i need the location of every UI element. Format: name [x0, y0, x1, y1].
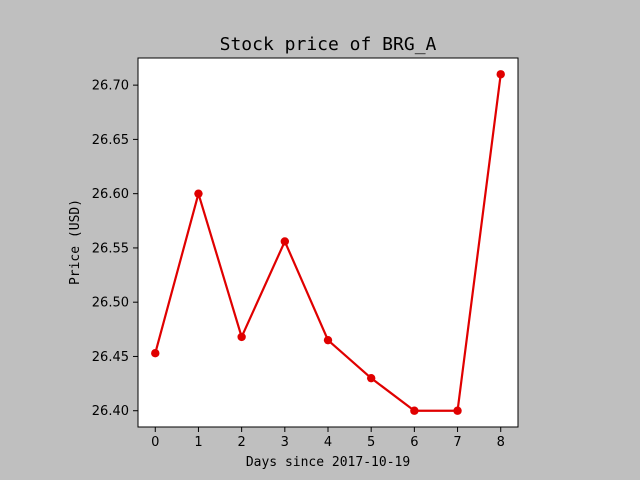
series-layer [151, 70, 505, 415]
x-tick-label: 4 [324, 435, 332, 450]
x-tick-label: 7 [453, 435, 461, 450]
data-point [410, 406, 419, 415]
data-point [151, 349, 160, 358]
x-tick-label: 1 [194, 435, 202, 450]
x-axis-label: Days since 2017-10-19 [246, 455, 410, 470]
x-tick-label: 0 [151, 435, 159, 450]
x-tick-label: 2 [237, 435, 245, 450]
y-tick-label: 26.40 [92, 404, 129, 419]
data-point [366, 373, 376, 383]
x-tick-label: 8 [497, 435, 505, 450]
x-tick-label: 3 [281, 435, 289, 450]
data-point [194, 189, 203, 198]
x-tick-label: 5 [367, 435, 375, 450]
data-point [496, 70, 505, 79]
plot-area [138, 58, 518, 427]
y-tick-label: 26.45 [92, 350, 129, 365]
y-axis-label: Price (USD) [68, 199, 83, 285]
data-point [323, 335, 333, 345]
data-point [453, 406, 462, 415]
data-point [237, 332, 246, 342]
axes-frame [137, 57, 519, 428]
data-point [280, 237, 290, 246]
x-tick-label: 6 [410, 435, 418, 450]
y-tick-label: 26.65 [92, 133, 129, 148]
y-tick-label: 26.70 [92, 79, 129, 94]
y-tick-label: 26.55 [92, 241, 129, 256]
ticks-layer: 0 1 2 3 4 5 6 7 8 26.40 26.45 26.50 26.55 26.60 26.65 2… [92, 79, 505, 450]
chart-title: Stock price of BRG_A [220, 34, 437, 55]
y-tick-label: 26.60 [92, 187, 129, 202]
y-tick-label: 26.50 [92, 296, 129, 311]
